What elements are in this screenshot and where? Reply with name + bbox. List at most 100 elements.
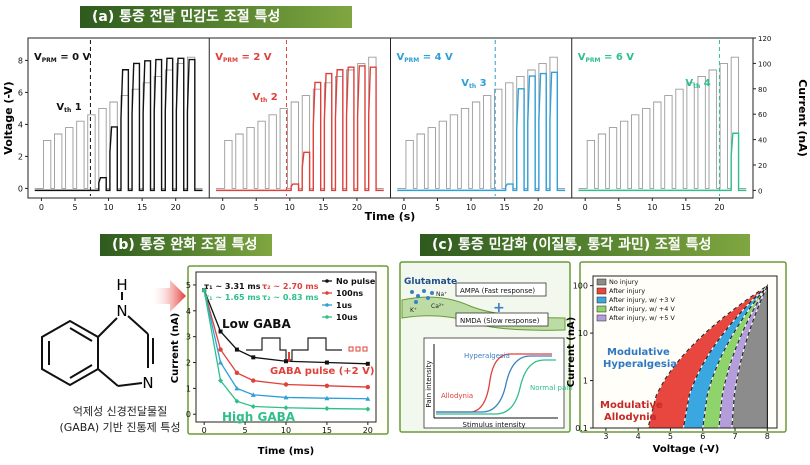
x-tick-label: 5 bbox=[72, 203, 77, 212]
data-point bbox=[251, 355, 256, 360]
gaba-pulse-label: GABA pulse (+2 V) bbox=[270, 366, 374, 377]
y-right-tick-label: 20 bbox=[758, 162, 767, 170]
vprm-label: VPRM = 6 V bbox=[578, 52, 635, 64]
ellipsis-box bbox=[348, 346, 354, 352]
y-tick-label: 1 bbox=[186, 384, 191, 393]
legend-label: After injury, w/ +4 V bbox=[609, 305, 675, 313]
y-tick-label: 10 bbox=[578, 329, 588, 338]
banner-a: (a) 통증 전달 민감도 조절 특성 bbox=[80, 6, 352, 28]
bond bbox=[97, 368, 119, 387]
x-tick-label: 10 bbox=[647, 203, 657, 212]
data-point bbox=[324, 406, 330, 412]
y-right-tick-label: 120 bbox=[758, 35, 771, 43]
allodynia-curve bbox=[436, 353, 552, 413]
current-response-line bbox=[397, 71, 566, 192]
allodynia-annotation-1: Modulative bbox=[600, 400, 663, 411]
x-tick-label: 0 bbox=[202, 426, 207, 435]
x-tick-label: 15 bbox=[318, 203, 328, 212]
current-response-line bbox=[215, 65, 384, 192]
vprm-label: VPRM = 4 V bbox=[397, 52, 454, 64]
bond bbox=[127, 315, 149, 335]
data-point bbox=[284, 359, 288, 364]
molecule-caption: 억제성 신경전달물질 (GABA) 기반 진통제 특성 bbox=[30, 404, 210, 436]
arrow-icon bbox=[150, 280, 186, 312]
atom-n-bottom: N bbox=[142, 374, 153, 392]
banner-b: (b) 통증 완화 조절 특성 bbox=[100, 234, 272, 256]
hyperalgesia-curve bbox=[436, 355, 552, 413]
legend-swatch bbox=[596, 314, 607, 322]
pain-mechanism-diagram: Glutamate Na⁺ Ca²⁺ K⁺ AMPA (Fast respons… bbox=[399, 261, 573, 433]
nmda-box bbox=[455, 312, 549, 327]
panel-a-ylabel-left: Voltage (-V) bbox=[2, 81, 15, 154]
data-point bbox=[234, 385, 240, 391]
series-boundary bbox=[731, 285, 768, 429]
x-tick-label: 5 bbox=[254, 203, 259, 212]
x-tick-label: 6 bbox=[700, 432, 705, 441]
x-tick-label: 5 bbox=[668, 432, 673, 441]
panel-a-xlabel: Time (s) bbox=[365, 210, 416, 223]
glutamate-dots bbox=[410, 289, 434, 304]
ellipsis-box bbox=[362, 346, 368, 352]
data-point bbox=[365, 406, 371, 412]
data-point bbox=[234, 347, 239, 352]
vprm-label: VPRM = 2 V bbox=[215, 52, 272, 64]
series-boundary bbox=[702, 285, 768, 429]
y-tick-label: 4 bbox=[186, 307, 191, 316]
data-point bbox=[250, 403, 256, 409]
data-point bbox=[324, 395, 330, 401]
tau-green-1-label: τ₁ ~ 1.65 ms bbox=[204, 293, 261, 302]
legend-swatch bbox=[596, 278, 607, 286]
legend-swatch bbox=[596, 287, 607, 295]
tau-black-label: τ₁ ~ 3.31 ms bbox=[204, 282, 261, 291]
series-boundary bbox=[647, 285, 768, 429]
panel-a-chart: VPRM = 0 V Vth 1 VPRM = 2 V Vth 2 VPRM = 4 V… bbox=[2, 35, 809, 223]
ion-ca-label: Ca²⁺ bbox=[431, 303, 444, 310]
glutamate-label: Glutamate bbox=[404, 277, 457, 287]
area-no-injury bbox=[731, 285, 768, 429]
pain-curve-box bbox=[423, 337, 565, 429]
x-tick-label: 15 bbox=[500, 203, 510, 212]
x-tick-label: 3 bbox=[603, 432, 608, 441]
x-tick-label: 20 bbox=[714, 203, 724, 212]
atom-n-top: N bbox=[116, 302, 127, 320]
data-point bbox=[283, 405, 289, 411]
molecule-caption-line1: 억제성 신경전달물질 bbox=[72, 405, 168, 418]
data-point bbox=[283, 382, 289, 387]
series-10us bbox=[201, 287, 371, 412]
double-bond bbox=[69, 327, 93, 342]
data-point bbox=[365, 396, 371, 401]
panel-a-ylabel-right: Current (nA) bbox=[796, 79, 809, 157]
y-tick-label: 0 bbox=[186, 410, 191, 419]
panel-c-ylabel: Current (nA) bbox=[566, 317, 577, 387]
pain-intensity-label: Pain intensity bbox=[425, 360, 433, 407]
data-point bbox=[218, 347, 223, 352]
data-point bbox=[324, 383, 330, 388]
x-tick-label: 0 bbox=[39, 203, 44, 212]
x-tick-label: 10 bbox=[466, 203, 476, 212]
vth-label: Vth 3 bbox=[461, 78, 486, 90]
panel-c-frame bbox=[592, 275, 778, 429]
tau-red-label: τ₂ ~ 2.70 ms bbox=[262, 282, 319, 291]
banner-c: (c) 통증 민감화 (이질통, 통각 과민) 조절 특성 bbox=[420, 234, 750, 256]
tau-green-2-label: τ₂ ~ 0.83 ms bbox=[262, 293, 319, 302]
bond bbox=[117, 382, 143, 387]
stimulus-intensity-label: Stimulus intensity bbox=[463, 421, 526, 429]
x-tick-label: 4 bbox=[636, 432, 641, 441]
normal-pain-label: Normal pain bbox=[530, 384, 573, 392]
subpanel-2: VPRM = 2 V Vth 2 bbox=[215, 40, 384, 196]
high-gaba-label: High GABA bbox=[222, 410, 296, 424]
data-point bbox=[250, 392, 256, 397]
x-tick-label: 10 bbox=[285, 203, 295, 212]
ampa-box bbox=[455, 282, 547, 297]
nmda-label: NMDA (Slow response) bbox=[460, 317, 540, 325]
y-tick-label: 0.1 bbox=[575, 424, 588, 433]
panel-b-chart: 0 5 10 15 20 0 1 2 3 4 5 No pulse 100ns 1us 10us τ₁ ~… bbox=[170, 265, 389, 457]
subpanel-3: VPRM = 4 V Vth 3 bbox=[397, 40, 566, 196]
data-point bbox=[365, 361, 370, 366]
y-tick-label: 2 bbox=[186, 359, 191, 368]
x-tick-label: 0 bbox=[220, 203, 225, 212]
benzene-ring bbox=[41, 319, 99, 387]
legend-label: After injury bbox=[609, 287, 645, 295]
y-right-tick-label: 0 bbox=[758, 187, 762, 195]
